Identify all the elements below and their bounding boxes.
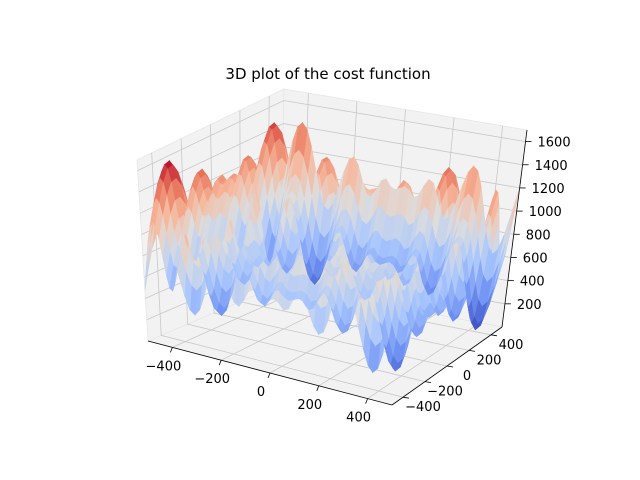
x-tick-label: −200 (194, 372, 230, 387)
chart-title: 3D plot of the cost function (225, 65, 430, 83)
z-tick-label: 200 (517, 298, 542, 313)
x-tick-label: 0 (257, 385, 265, 400)
surface-patch (278, 163, 288, 216)
x-tick-mark (316, 385, 320, 391)
x-tick-mark (170, 347, 173, 353)
x-tick-label: 200 (297, 398, 322, 413)
x-tick-mark (365, 398, 368, 404)
z-axis-line (501, 129, 528, 328)
z-tick-label: 1200 (532, 182, 565, 197)
y-tick-mark (424, 381, 432, 383)
y-tick-mark (446, 365, 454, 368)
y-tick-label: −200 (427, 385, 463, 400)
x-tick-mark (218, 360, 222, 366)
cost-surface (144, 121, 520, 374)
z-grid-line (138, 123, 523, 193)
y-tick-label: 200 (477, 353, 502, 368)
z-tick-label: 1400 (535, 159, 568, 174)
z-grid-line (137, 100, 526, 171)
z-tick-label: 1600 (538, 136, 571, 151)
y-tick-mark (468, 350, 476, 352)
y-tick-label: −400 (405, 400, 441, 415)
axis-ticks: −400−2000200400−400−20002004002004006008… (146, 136, 571, 426)
z-tick-label: 400 (520, 275, 545, 290)
x-tick-mark (267, 372, 271, 379)
z-tick-label: 600 (523, 252, 548, 267)
z-tick-label: 800 (526, 228, 551, 243)
y-tick-label: 0 (463, 369, 471, 384)
x-tick-label: 400 (346, 411, 371, 426)
y-tick-label: 400 (499, 338, 524, 353)
x-tick-label: −400 (146, 359, 182, 374)
y-tick-mark (490, 334, 498, 337)
y-tick-mark (402, 396, 410, 399)
z-tick-label: 1000 (529, 205, 562, 220)
